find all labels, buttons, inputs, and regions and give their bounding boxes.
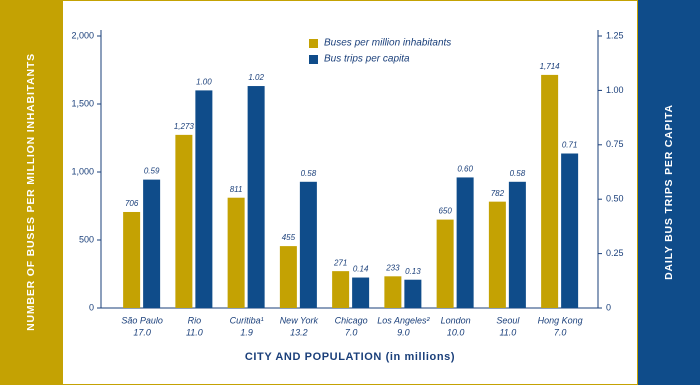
bar — [299, 181, 317, 308]
bar — [332, 271, 350, 308]
y-tick-label: 0 — [89, 302, 94, 312]
bar — [279, 246, 297, 308]
y-axis-title: NUMBER OF BUSES PER MILLION INHABITANTS — [25, 53, 37, 331]
x-tick-sublabel: 13.2 — [290, 327, 308, 337]
bar — [352, 277, 370, 308]
value-label: 1.02 — [248, 73, 264, 82]
x-tick-sublabel: 7.0 — [345, 327, 358, 337]
bar — [488, 201, 506, 308]
y2-tick-label: 0.25 — [606, 248, 624, 258]
value-label: 706 — [125, 199, 139, 208]
bar — [561, 153, 579, 308]
value-label: 0.59 — [144, 167, 160, 176]
x-tick-sublabel: 11.0 — [186, 327, 203, 337]
value-label: 0.58 — [301, 169, 317, 178]
y-tick-label: 500 — [79, 234, 94, 244]
legend-label: Bus trips per capita — [324, 54, 410, 65]
value-label: 455 — [282, 233, 296, 242]
legend-swatch — [309, 39, 318, 48]
x-tick-label: Curitiba¹ — [230, 315, 264, 325]
y-tick-label: 2,000 — [71, 30, 94, 40]
bar — [384, 276, 402, 308]
x-tick-label: São Paulo — [121, 315, 163, 325]
value-label: 271 — [333, 258, 347, 267]
bar — [143, 179, 161, 308]
y2-tick-label: 0.50 — [606, 194, 624, 204]
y-tick-label: 1,000 — [71, 166, 94, 176]
y-tick-label: 1,500 — [71, 98, 94, 108]
x-tick-label: Rio — [188, 315, 202, 325]
y2-tick-label: 1.00 — [606, 85, 624, 95]
x-tick-sublabel: 17.0 — [133, 327, 151, 337]
value-label: 0.13 — [405, 267, 421, 276]
x-axis-title: CITY AND POPULATION (in millions) — [245, 351, 455, 363]
right-band — [638, 0, 700, 385]
legend-label: Buses per million inhabitants — [324, 38, 451, 49]
value-label: 0.58 — [510, 169, 526, 178]
bar — [508, 181, 526, 308]
value-label: 782 — [491, 189, 505, 198]
value-label: 1,714 — [540, 62, 561, 71]
value-label: 1.00 — [196, 78, 212, 87]
x-tick-sublabel: 11.0 — [499, 327, 516, 337]
x-tick-sublabel: 9.0 — [397, 327, 410, 337]
value-label: 233 — [385, 263, 400, 272]
x-tick-sublabel: 10.0 — [447, 327, 465, 337]
bar — [227, 197, 245, 308]
bar — [175, 134, 193, 308]
y2-tick-label: 0 — [606, 302, 611, 312]
x-tick-label: Los Angeles² — [377, 315, 430, 325]
bar — [456, 177, 474, 308]
bar — [404, 279, 422, 308]
x-tick-label: Seoul — [496, 315, 520, 325]
bar — [195, 90, 213, 309]
bar — [541, 74, 559, 309]
x-tick-sublabel: 1.9 — [240, 327, 253, 337]
x-tick-sublabel: 7.0 — [554, 327, 567, 337]
bar — [123, 211, 141, 308]
value-label: 650 — [438, 207, 452, 216]
bar — [247, 86, 265, 308]
left-band — [0, 0, 62, 385]
value-label: 0.14 — [353, 265, 369, 274]
legend-swatch — [309, 55, 318, 64]
x-tick-label: New York — [280, 315, 319, 325]
x-tick-label: Hong Kong — [538, 315, 583, 325]
bar — [436, 219, 454, 308]
y2-tick-label: 0.75 — [606, 139, 624, 149]
y2-tick-label: 1.25 — [606, 30, 624, 40]
y2-axis-title: DAILY BUS TRIPS PER CAPITA — [663, 104, 675, 280]
value-label: 0.71 — [562, 141, 578, 150]
x-tick-label: Chicago — [335, 315, 368, 325]
value-label: 1,273 — [174, 122, 195, 131]
value-label: 811 — [230, 185, 243, 194]
x-tick-label: London — [441, 315, 471, 325]
value-label: 0.60 — [457, 165, 473, 174]
